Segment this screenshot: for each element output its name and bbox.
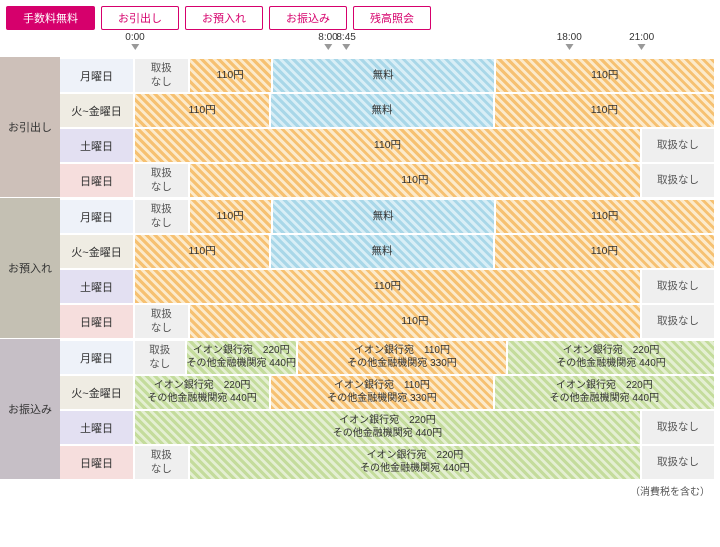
segment: イオン銀行宛 220円その他金融機関宛 440円 [135,411,642,444]
day-label: 火~金曜日 [60,376,135,409]
segment: 110円 [495,235,714,268]
section-label: お振込み [0,339,60,479]
tab-手数料無料[interactable]: 手数料無料 [6,6,95,30]
segment: 取扱なし [135,446,190,479]
day-row: 火~金曜日110円無料110円 [60,233,720,268]
day-label: 日曜日 [60,164,135,197]
tab-お振込み[interactable]: お振込み [269,6,347,30]
bar-area: 取扱なし110円無料110円 [135,200,714,233]
day-label: 日曜日 [60,305,135,338]
segment: 取扱なし [135,200,190,233]
segment: 取扱なし [642,270,714,303]
day-row: 月曜日取扱なし110円無料110円 [60,57,720,92]
day-row: 日曜日取扱なし110円取扱なし [60,162,720,197]
bar-area: 110円取扱なし [135,270,714,303]
bar-area: 取扱なし110円取扱なし [135,305,714,338]
segment: 110円 [190,200,273,233]
time-tick: 8:00 [318,32,337,50]
time-tick: 18:00 [557,32,582,50]
bar-area: 110円無料110円 [135,235,714,268]
segment: 110円 [190,59,273,92]
tab-お預入れ[interactable]: お預入れ [185,6,263,30]
day-row: 土曜日イオン銀行宛 220円その他金融機関宛 440円取扱なし [60,409,720,444]
tab-お引出し[interactable]: お引出し [101,6,179,30]
segment: イオン銀行宛 220円その他金融機関宛 440円 [135,376,271,409]
segment: 無料 [271,94,495,127]
day-label: 土曜日 [60,129,135,162]
day-row: 火~金曜日イオン銀行宛 220円その他金融機関宛 440円イオン銀行宛 110円… [60,374,720,409]
bar-area: 取扱なしイオン銀行宛 220円その他金融機関宛 440円イオン銀行宛 110円そ… [135,341,714,374]
day-label: 月曜日 [60,341,135,374]
day-label: 火~金曜日 [60,235,135,268]
day-row: 月曜日取扱なしイオン銀行宛 220円その他金融機関宛 440円イオン銀行宛 11… [60,339,720,374]
segment: 110円 [495,94,714,127]
bar-area: イオン銀行宛 220円その他金融機関宛 440円取扱なし [135,411,714,444]
bar-area: 取扱なし110円取扱なし [135,164,714,197]
segment: 取扱なし [135,164,190,197]
bar-area: 取扱なしイオン銀行宛 220円その他金融機関宛 440円取扱なし [135,446,714,479]
footnote: （消費税を含む） [0,479,720,504]
bar-area: 110円無料110円 [135,94,714,127]
segment: 110円 [190,164,642,197]
segment: 110円 [496,59,714,92]
segment: 取扱なし [135,341,187,374]
segment: イオン銀行宛 110円その他金融機関宛 330円 [271,376,495,409]
segment: 取扱なし [642,129,714,162]
segment: 110円 [135,235,271,268]
section-label: お預入れ [0,198,60,338]
day-label: 日曜日 [60,446,135,479]
segment: イオン銀行宛 220円その他金融機関宛 440円 [495,376,714,409]
day-row: 月曜日取扱なし110円無料110円 [60,198,720,233]
segment: 取扱なし [642,164,714,197]
segment: 取扱なし [135,305,190,338]
segment: 無料 [273,200,496,233]
day-row: 土曜日110円取扱なし [60,268,720,303]
day-row: 土曜日110円取扱なし [60,127,720,162]
segment: イオン銀行宛 220円その他金融機関宛 440円 [187,341,298,374]
timeline-header: 0:008:008:4518:0021:00 [135,32,714,56]
section-お振込み: お振込み月曜日取扱なしイオン銀行宛 220円その他金融機関宛 440円イオン銀行… [0,338,720,479]
time-tick: 0:00 [125,32,144,50]
segment: イオン銀行宛 220円その他金融機関宛 440円 [508,341,714,374]
segment: 取扱なし [642,411,714,444]
day-row: 日曜日取扱なし110円取扱なし [60,303,720,338]
segment: 取扱なし [135,59,190,92]
segment: 110円 [135,94,271,127]
segment: 無料 [273,59,496,92]
day-label: 土曜日 [60,411,135,444]
bar-area: 取扱なし110円無料110円 [135,59,714,92]
bar-area: イオン銀行宛 220円その他金融機関宛 440円イオン銀行宛 110円その他金融… [135,376,714,409]
time-tick: 21:00 [629,32,654,50]
day-row: 火~金曜日110円無料110円 [60,92,720,127]
segment: 110円 [496,200,714,233]
segment: 110円 [190,305,642,338]
segment: イオン銀行宛 110円その他金融機関宛 330円 [298,341,508,374]
bar-area: 110円取扱なし [135,129,714,162]
section-お引出し: お引出し月曜日取扱なし110円無料110円火~金曜日110円無料110円土曜日1… [0,56,720,197]
segment: 無料 [271,235,495,268]
segment: 110円 [135,129,642,162]
tab-bar: 手数料無料お引出しお預入れお振込み残高照会 [0,0,720,32]
day-label: 月曜日 [60,200,135,233]
section-お預入れ: お預入れ月曜日取扱なし110円無料110円火~金曜日110円無料110円土曜日1… [0,197,720,338]
segment: イオン銀行宛 220円その他金融機関宛 440円 [190,446,642,479]
day-row: 日曜日取扱なしイオン銀行宛 220円その他金融機関宛 440円取扱なし [60,444,720,479]
day-label: 火~金曜日 [60,94,135,127]
segment: 110円 [135,270,642,303]
segment: 取扱なし [642,446,714,479]
time-tick: 8:45 [336,32,355,50]
tab-残高照会[interactable]: 残高照会 [353,6,431,30]
section-label: お引出し [0,57,60,197]
day-label: 土曜日 [60,270,135,303]
day-label: 月曜日 [60,59,135,92]
segment: 取扱なし [642,305,714,338]
